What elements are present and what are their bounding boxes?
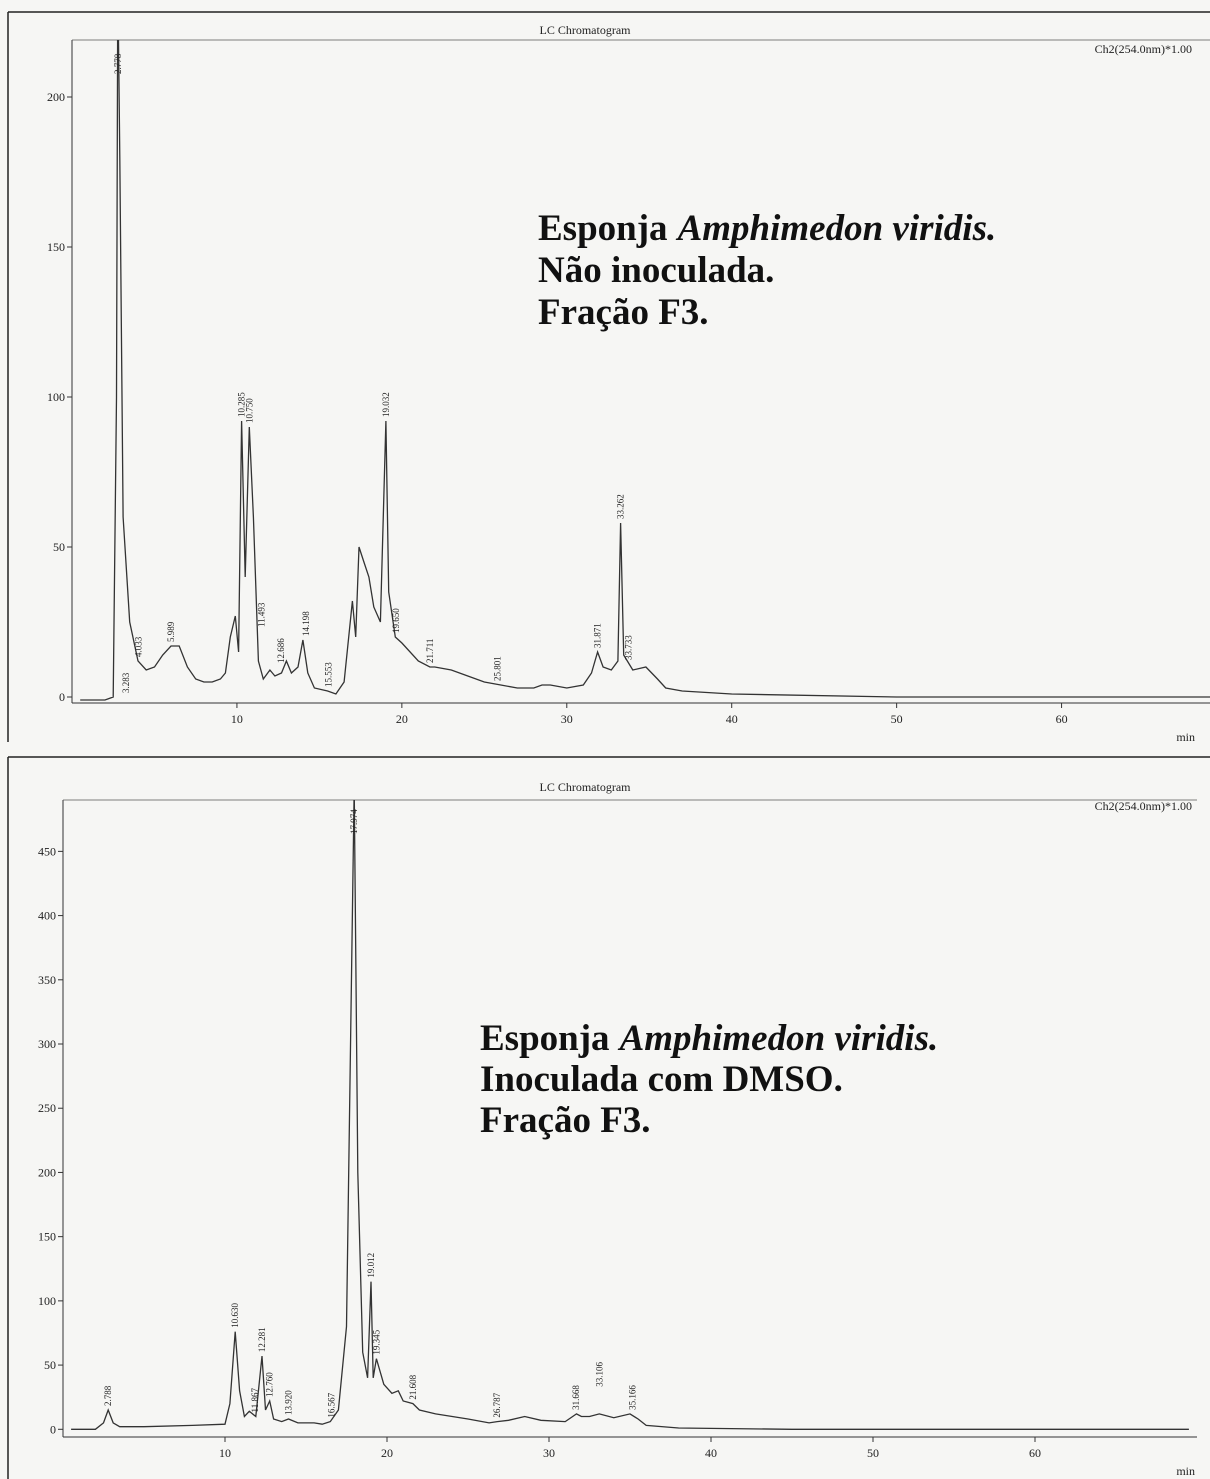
peak-label: 3.283	[121, 672, 131, 693]
peak-label: 2.788	[103, 1385, 113, 1406]
peak-label: 33.106	[594, 1362, 604, 1387]
y-tick-label: 400	[38, 909, 56, 923]
x-tick-label: 10	[219, 1446, 231, 1460]
y-tick-label: 150	[38, 1230, 56, 1244]
y-tick-label: 100	[47, 390, 65, 404]
peak-label: 31.668	[571, 1385, 581, 1410]
peak-label: 21.711	[425, 639, 435, 663]
peak-label: 16.567	[326, 1392, 336, 1417]
annotation-prefix: Esponja	[538, 208, 668, 249]
y-tick-label: 50	[44, 1358, 56, 1372]
peak-label: 15.553	[324, 662, 334, 687]
peak-label: 26.787	[492, 1392, 502, 1417]
peak-label: 12.760	[265, 1372, 275, 1397]
annotation-line: Fração F3.	[538, 292, 709, 333]
channel-label: Ch2(254.0nm)*1.00	[1095, 42, 1192, 56]
x-tick-label: 60	[1029, 1446, 1041, 1460]
y-tick-label: 350	[38, 973, 56, 987]
peak-label: 33.733	[623, 635, 633, 660]
x-tick-label: 20	[381, 1446, 393, 1460]
y-tick-label: 300	[38, 1037, 56, 1051]
x-tick-label: 30	[543, 1446, 555, 1460]
x-tick-label: 40	[726, 712, 738, 726]
peak-label: 25.801	[493, 656, 503, 681]
y-tick-label: 0	[50, 1422, 56, 1436]
x-tick-label: 10	[231, 712, 243, 726]
peak-label: 19.650	[391, 608, 401, 633]
annotation-line: Não inoculada.	[538, 250, 774, 291]
peak-label: 11.867	[250, 1388, 260, 1413]
annotation-species: Amphimedon viridis.	[618, 1018, 939, 1059]
peak-label: 13.920	[284, 1390, 294, 1415]
peak-label: 11.493	[257, 602, 267, 627]
y-tick-label: 200	[38, 1165, 56, 1179]
peak-label: 10.285	[237, 392, 247, 417]
y-tick-label: 250	[38, 1101, 56, 1115]
x-axis-label: min	[1176, 730, 1195, 744]
peak-label: 5.989	[166, 621, 176, 642]
annotation-species: Amphimedon viridis.	[676, 208, 997, 249]
peak-label: 17.974	[349, 809, 359, 834]
x-tick-label: 30	[561, 712, 573, 726]
annotation-line: Inoculada com DMSO.	[480, 1059, 843, 1100]
chromatogram-trace	[71, 800, 1189, 1430]
y-tick-label: 50	[53, 540, 65, 554]
peak-label: 31.871	[593, 623, 603, 648]
y-tick-label: 0	[59, 690, 65, 704]
y-tick-label: 200	[47, 90, 65, 104]
peak-label: 33.262	[616, 494, 626, 519]
peak-label: 4.033	[134, 636, 144, 657]
peak-label: 12.686	[276, 638, 286, 663]
x-tick-label: 60	[1056, 712, 1068, 726]
peak-label: 35.166	[628, 1385, 638, 1410]
chart-title: LC Chromatogram	[540, 780, 632, 794]
channel-label: Ch2(254.0nm)*1.00	[1095, 799, 1192, 813]
x-tick-label: 50	[867, 1446, 879, 1460]
peak-label: 12.281	[257, 1327, 267, 1352]
peak-label: 19.032	[381, 392, 391, 417]
y-tick-label: 150	[47, 240, 65, 254]
y-tick-label: 100	[38, 1294, 56, 1308]
annotation-line: Esponja Amphimedon viridis.	[538, 208, 996, 249]
peak-label: 21.608	[408, 1374, 418, 1399]
x-tick-label: 50	[891, 712, 903, 726]
peak-label: 14.198	[301, 611, 311, 636]
peak-label: 10.630	[230, 1302, 240, 1327]
x-axis-label: min	[1176, 1464, 1195, 1478]
annotation-prefix: Esponja	[480, 1018, 610, 1059]
x-tick-label: 40	[705, 1446, 717, 1460]
annotation-line: Esponja Amphimedon viridis.	[480, 1018, 938, 1059]
y-tick-label: 450	[38, 844, 56, 858]
x-tick-label: 20	[396, 712, 408, 726]
peak-label: 10.750	[244, 398, 254, 423]
peak-label: 19.012	[366, 1253, 376, 1278]
annotation-line: Fração F3.	[480, 1100, 651, 1141]
peak-label: 2.778	[113, 53, 123, 74]
chromatogram-trace	[80, 40, 1210, 701]
peak-label: 19.345	[371, 1329, 381, 1354]
chart-title: LC Chromatogram	[540, 23, 632, 37]
